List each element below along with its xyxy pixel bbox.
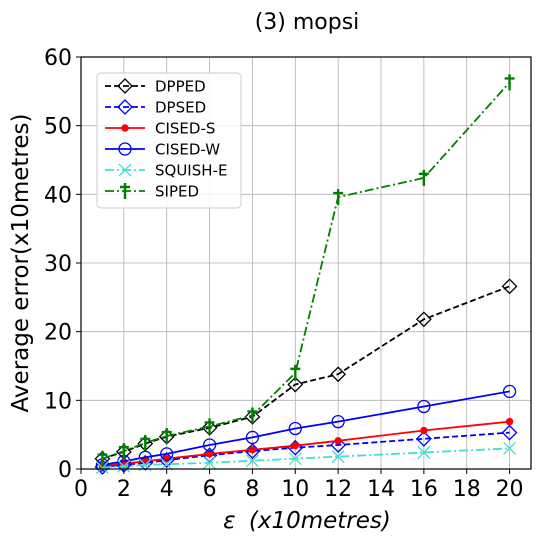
data-point: [418, 169, 429, 186]
x-tick-label: 14: [367, 477, 395, 502]
data-point: [333, 189, 344, 206]
legend-label: CISED-S: [155, 120, 215, 138]
data-point: [97, 450, 108, 467]
y-tick-label: 30: [44, 252, 72, 277]
x-tick-label: 8: [245, 477, 259, 502]
data-point: [417, 446, 431, 459]
x-tick-label: 4: [160, 477, 174, 502]
series-line: [102, 81, 511, 460]
series-cised-w: [95, 384, 517, 472]
x-tick-label: 12: [324, 477, 352, 502]
x-tick-label: 0: [74, 477, 88, 502]
data-point: [118, 443, 129, 460]
data-point: [138, 450, 152, 464]
legend-entry: SQUISH-E: [105, 162, 227, 180]
y-tick-label: 60: [44, 46, 72, 71]
y-axis-label: Average error(x10metres): [8, 114, 34, 413]
y-tick-label: 20: [44, 321, 72, 346]
data-point: [204, 418, 215, 435]
legend-swatch-marker: [117, 99, 133, 115]
x-tick-label: 20: [496, 477, 524, 502]
legend-entry: CISED-S: [105, 120, 215, 138]
data-point: [163, 455, 171, 463]
data-point: [244, 408, 261, 425]
legend-entry: CISED-W: [105, 141, 220, 159]
data-point: [331, 414, 345, 429]
ticks: 0 2 4 6 8 10 12 14 16 18 20 0 10 20 30 40 50 60: [44, 46, 524, 502]
data-point: [117, 459, 131, 473]
data-point: [331, 450, 345, 464]
data-point: [502, 384, 517, 399]
data-point: [245, 454, 259, 468]
data-point: [501, 424, 518, 441]
data-point: [334, 437, 342, 445]
data-point: [205, 450, 214, 458]
data-point: [288, 452, 302, 466]
data-point: [287, 376, 304, 393]
data-point: [291, 441, 299, 450]
series-layer: [94, 74, 518, 475]
legend-entry: SIPED: [105, 183, 199, 201]
legend-entry: DPSED: [105, 99, 206, 117]
x-axis-label-units: (x10metres): [249, 508, 391, 534]
y-tick-label: 50: [44, 115, 72, 140]
data-point: [247, 407, 258, 424]
legend-label: DPSED: [155, 99, 206, 117]
series-squish-e: [95, 441, 517, 475]
y-tick-label: 10: [44, 389, 72, 414]
series-siped: [97, 74, 515, 467]
data-point: [420, 426, 428, 435]
y-tick-label: 0: [58, 458, 72, 483]
data-point: [501, 278, 518, 295]
series-line: [102, 420, 510, 468]
data-point: [160, 457, 174, 471]
legend-swatch-marker: [121, 124, 129, 132]
legend-swatch-marker: [118, 142, 132, 156]
legend-label: SQUISH-E: [155, 162, 227, 180]
data-point: [160, 447, 174, 461]
y-tick-label: 40: [44, 183, 72, 208]
data-point: [290, 364, 301, 381]
data-point: [505, 417, 514, 426]
data-point: [245, 430, 260, 445]
x-tick-label: 16: [410, 477, 438, 502]
series-line: [102, 431, 510, 468]
legend-label: CISED-W: [155, 141, 220, 159]
data-point: [95, 461, 109, 475]
x-tick-label: 2: [117, 477, 131, 502]
x-tick-label: 18: [453, 477, 481, 502]
legend: DPPED DPSED CISED-S CISED-W SQUISH-E SIPED: [96, 72, 242, 209]
data-point: [415, 311, 432, 328]
data-point: [203, 456, 217, 470]
data-point: [330, 366, 347, 383]
series-line: [102, 447, 510, 469]
legend-label: DPPED: [155, 78, 206, 96]
data-point: [503, 441, 517, 455]
data-point: [201, 419, 218, 436]
x-axis-label-symbol: ε: [223, 508, 235, 534]
data-point: [248, 446, 257, 454]
chart-title: (3) mopsi: [255, 10, 360, 35]
legend-entry: DPPED: [105, 78, 206, 96]
data-point: [330, 437, 347, 453]
data-point: [161, 428, 172, 445]
series-line: [102, 390, 510, 466]
legend-swatch-marker: [118, 163, 132, 177]
legend-label: SIPED: [155, 183, 199, 201]
data-point: [288, 421, 302, 436]
data-point: [415, 430, 432, 447]
x-tick-label: 10: [281, 477, 309, 502]
x-tick-label: 6: [203, 477, 217, 502]
data-point: [202, 438, 217, 452]
data-point: [504, 74, 515, 91]
series-dpsed: [94, 424, 518, 475]
legend-swatch-marker: [120, 183, 130, 199]
legend-swatch-marker: [117, 78, 133, 94]
x-axis-label: ε (x10metres): [223, 508, 391, 534]
data-point: [140, 434, 151, 451]
data-point: [417, 399, 431, 414]
